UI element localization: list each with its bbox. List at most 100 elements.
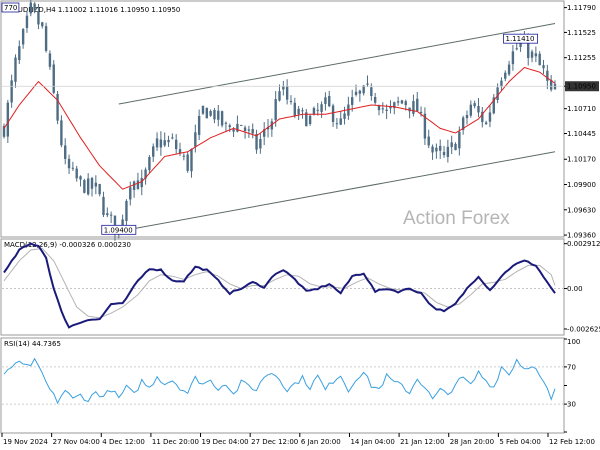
candle-body: [477, 105, 480, 113]
candle-body: [217, 110, 220, 120]
candle-body: [435, 147, 438, 152]
time-tick-label: 21 Jan 12:00: [400, 438, 444, 446]
candle-body: [301, 110, 304, 112]
price-tick-label: 1.10710: [567, 105, 596, 113]
candle-body: [412, 101, 415, 114]
macd-line: [3, 242, 556, 329]
candle-body: [527, 40, 530, 58]
rsi-line: [3, 357, 556, 405]
price-tick-label: 1.10445: [567, 130, 596, 138]
candle-body: [519, 41, 522, 47]
candle-body: [549, 79, 553, 90]
candle-body: [98, 183, 101, 195]
candle-body: [423, 113, 427, 139]
candle-body: [6, 102, 10, 137]
candle-body: [370, 87, 373, 97]
candle-body: [220, 111, 224, 126]
symbol-ohlc-header: AUDNZD,H4 1.11002 1.11016 1.10950 1.1095…: [13, 6, 180, 14]
candle-body: [2, 125, 6, 137]
candle-body: [461, 117, 465, 130]
candle-body: [305, 112, 308, 127]
candle-body: [178, 149, 182, 154]
time-tick-label: 19 Nov 2024: [3, 438, 48, 446]
candle-body: [538, 53, 541, 66]
channel-lower-line: [118, 151, 556, 232]
candle-body: [404, 101, 407, 106]
price-tick-label: 1.09360: [567, 232, 596, 240]
candle-body: [186, 154, 189, 171]
candle-body: [400, 100, 404, 104]
macd-tick-label: -0.002625: [567, 325, 600, 333]
candle-body: [473, 103, 476, 107]
candle-body: [377, 105, 381, 111]
rsi-title: RSI(14) 44.7365: [4, 340, 61, 348]
candle-body: [75, 168, 78, 179]
candle-body: [450, 142, 453, 148]
time-tick-label: 19 Dec 04:00: [202, 438, 249, 446]
candle-body: [389, 106, 392, 109]
candle-body: [71, 167, 75, 169]
current-price-box: [565, 81, 599, 92]
candle-body: [48, 53, 52, 67]
candle-body: [25, 15, 29, 28]
candle-body: [416, 98, 419, 112]
candle-body: [29, 2, 32, 14]
candle-body: [144, 169, 147, 179]
candle-body: [228, 125, 231, 128]
price-tick-label: 1.09900: [567, 181, 596, 189]
candle-body: [266, 127, 270, 130]
candle-body: [205, 108, 208, 119]
candle-body: [90, 177, 94, 189]
candle-body: [366, 83, 369, 85]
candle-body: [44, 26, 48, 51]
candle-body: [297, 108, 300, 115]
candle-body: [21, 29, 25, 45]
candle-body: [270, 121, 274, 130]
candle-body: [274, 99, 277, 121]
candle-body: [94, 182, 98, 187]
candle-body: [125, 200, 128, 221]
time-tick-label: 11 Dec 20:00: [152, 438, 199, 446]
candle-body: [79, 176, 82, 180]
candle-body: [358, 90, 362, 94]
candle-body: [458, 131, 461, 149]
candle-body: [542, 65, 545, 69]
candle-body: [167, 139, 170, 143]
candle-body: [83, 180, 86, 193]
main-panel-frame: [0, 0, 565, 238]
candle-body: [190, 149, 193, 172]
candle-body: [496, 87, 499, 100]
candle-body: [64, 145, 67, 159]
candle-body: [534, 53, 538, 57]
rsi-tick-label: 70: [567, 363, 576, 371]
candle-body: [182, 155, 186, 157]
candle-body: [335, 123, 339, 125]
candle-body: [213, 110, 216, 120]
candle-body: [530, 51, 534, 58]
candle-body: [129, 187, 132, 200]
candle-body: [282, 86, 285, 90]
candle-body: [10, 80, 13, 103]
macd-panel-frame: [0, 238, 565, 336]
candle-body: [343, 113, 346, 119]
macd-tick-label: 0.002912: [567, 240, 600, 248]
candle-body: [255, 133, 258, 150]
candle-body: [37, 11, 40, 25]
candle-body: [312, 107, 316, 115]
candle-body: [469, 104, 473, 116]
candle-body: [308, 115, 312, 124]
time-tick-label: 27 Nov 04:00: [53, 438, 100, 446]
candle-body: [236, 123, 239, 132]
candle-body: [41, 22, 44, 27]
candle-body: [396, 101, 400, 103]
time-tick-label: 14 Jan 04:00: [350, 438, 394, 446]
candle-body: [262, 129, 266, 137]
macd-tick-label: 0.00: [567, 285, 583, 293]
candle-body: [362, 85, 365, 94]
current-price-label: 1.10950: [567, 83, 596, 91]
candle-body: [500, 80, 503, 87]
candle-body: [136, 180, 140, 190]
candle-body: [60, 120, 63, 146]
candle-body: [454, 143, 457, 151]
